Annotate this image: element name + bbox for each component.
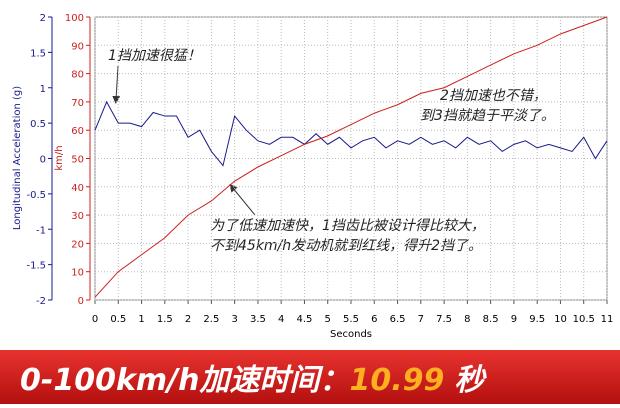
x-tick-label: 0 [92,314,98,325]
banner-unit: 秒 [454,363,487,398]
x-tick-label: 1 [138,314,144,325]
arrow [229,183,256,216]
y2-tick-label: 0 [78,296,84,307]
x-tick-label: 4.5 [297,314,313,325]
x-tick-label: 8.5 [483,314,499,325]
x-tick-label: 9.5 [529,314,545,325]
y-tick-label: 0.5 [30,119,46,130]
y-tick-label: -1 [36,225,46,236]
banner-text: 0-100km/h加速时间：10.99 秒 [20,363,487,398]
y2-tick-label: 90 [71,41,84,52]
x-tick-label: 9 [511,314,517,325]
y2-tick-label: 40 [71,183,84,194]
y2-tick-label: 70 [71,98,84,109]
x-tick-label: 7 [418,314,424,325]
y-tick-label: 2 [40,13,46,24]
y2-axis-label: km/h [54,145,65,170]
y-tick-label: 1 [40,84,46,95]
x-axis-label: Seconds [330,329,372,340]
y-tick-label: -2 [36,296,46,307]
y-tick-label: -0.5 [26,190,46,201]
banner-value: 10.99 [349,363,444,398]
x-tick-label: 1.5 [157,314,173,325]
annotation: 2挡加速也不错， [440,88,547,104]
y2-tick-label: 100 [65,13,84,24]
y2-tick-label: 10 [71,268,84,279]
x-tick-label: 6 [371,314,377,325]
banner [0,350,620,404]
x-tick-label: 2.5 [203,314,219,325]
x-tick-label: 0.5 [110,314,126,325]
arrow [112,65,121,104]
annotation: 为了低速加速快，1挡齿比被设计得比较大， [210,218,485,234]
y-tick-label: 1.5 [30,48,46,59]
x-tick-label: 3 [231,314,237,325]
x-tick-label: 2 [185,314,191,325]
x-tick-label: 4 [278,314,284,325]
y2-tick-label: 60 [71,126,84,137]
x-tick-label: 5.5 [343,314,359,325]
banner-label: 0-100km/h加速时间： [20,363,349,398]
annotation: 到3挡就趋于平淡了。 [420,108,555,124]
y2-tick-label: 20 [71,239,84,250]
x-tick-label: 8 [464,314,470,325]
y-axis-label: Longitudinal Acceleration (g) [12,86,23,230]
x-tick-label: 5 [325,314,331,325]
x-tick-label: 10.5 [573,314,595,325]
y2-tick-label: 80 [71,70,84,81]
annotation: 1挡加速很猛！ [108,48,201,64]
y2-tick-label: 50 [71,155,84,166]
y-tick-label: 0 [40,155,46,166]
data-line [94,100,608,167]
x-tick-label: 11 [601,314,614,325]
x-tick-label: 10 [554,314,567,325]
x-tick-label: 6.5 [390,314,406,325]
x-tick-label: 3.5 [250,314,266,325]
y2-tick-label: 30 [71,211,84,222]
annotation: 不到45km/h发动机就到红线，得升2挡了。 [210,238,482,254]
y-tick-label: -1.5 [26,261,46,272]
data-line [94,16,608,298]
x-tick-label: 7.5 [436,314,452,325]
